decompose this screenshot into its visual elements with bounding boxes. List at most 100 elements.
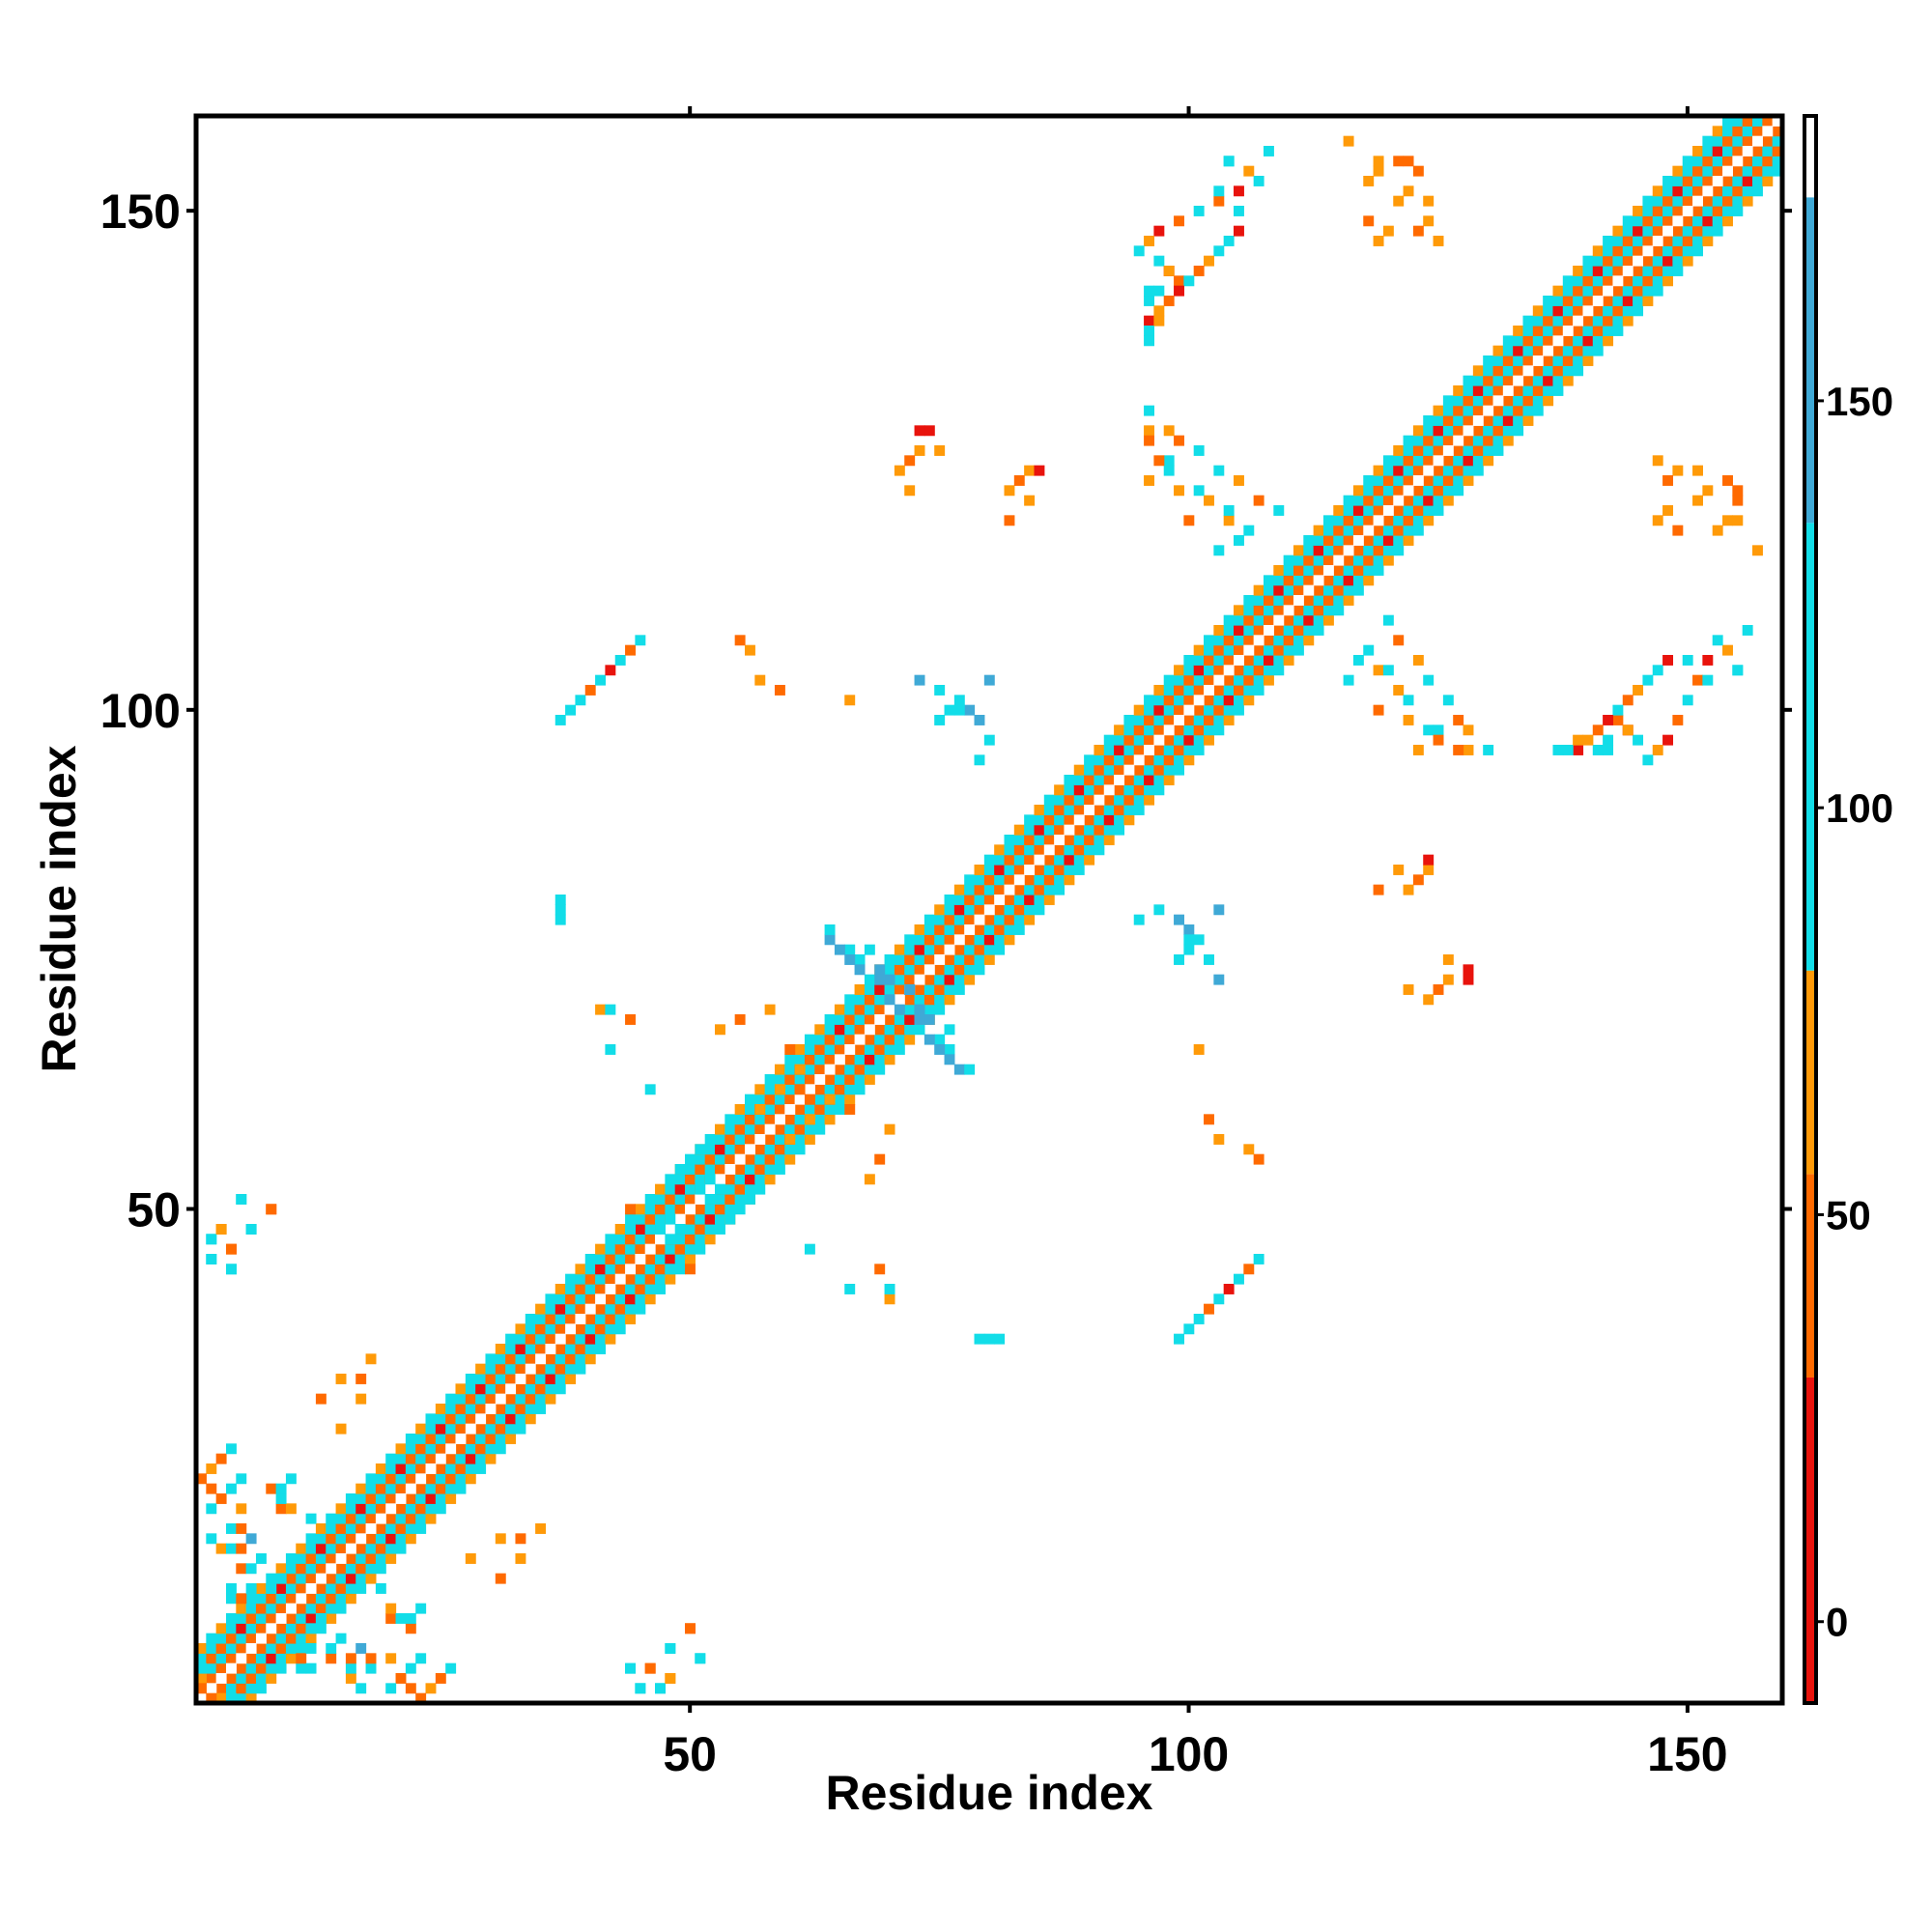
heatmap-cell bbox=[1573, 745, 1584, 755]
colorbar-segment bbox=[1804, 116, 1816, 198]
heatmap-cell bbox=[266, 1603, 277, 1614]
heatmap-cell bbox=[655, 1213, 666, 1225]
heatmap-cell bbox=[1412, 225, 1424, 237]
heatmap-cell bbox=[1592, 724, 1604, 736]
heatmap-cell bbox=[1004, 865, 1015, 875]
heatmap-cell bbox=[1562, 365, 1574, 377]
heatmap-cell bbox=[465, 1443, 476, 1455]
heatmap-cell bbox=[1622, 275, 1634, 287]
heatmap-cell bbox=[1144, 296, 1154, 306]
heatmap-cell bbox=[206, 1683, 217, 1694]
heatmap-cell bbox=[844, 1024, 856, 1036]
heatmap-cell bbox=[1672, 236, 1684, 246]
heatmap-cell bbox=[1543, 296, 1554, 306]
heatmap-cell bbox=[1622, 724, 1634, 736]
x-axis-title: Residue index bbox=[826, 1766, 1153, 1820]
heatmap-cell bbox=[754, 1094, 766, 1105]
heatmap-cell bbox=[1153, 734, 1165, 746]
heatmap-cell bbox=[814, 1044, 826, 1055]
heatmap-cell bbox=[196, 1473, 207, 1485]
heatmap-cell bbox=[554, 1374, 566, 1384]
heatmap-cell bbox=[545, 1344, 556, 1354]
heatmap-cell bbox=[495, 1434, 506, 1444]
heatmap-cell bbox=[1293, 545, 1304, 556]
heatmap-cell bbox=[206, 1254, 217, 1264]
heatmap-cell bbox=[1343, 545, 1354, 556]
heatmap-cell bbox=[1393, 455, 1405, 467]
heatmap-cell bbox=[884, 1004, 895, 1015]
heatmap-cell bbox=[535, 1374, 547, 1384]
heatmap-cell bbox=[744, 1094, 755, 1105]
heatmap-cell bbox=[584, 1353, 596, 1365]
heatmap-cell bbox=[1472, 425, 1484, 437]
heatmap-cell bbox=[1054, 814, 1065, 826]
heatmap-cell bbox=[1412, 495, 1424, 506]
heatmap-cell bbox=[685, 1164, 696, 1175]
heatmap-cell bbox=[315, 1613, 327, 1624]
heatmap-cell bbox=[1153, 685, 1165, 696]
heatmap-cell bbox=[804, 1114, 815, 1125]
heatmap-cell bbox=[565, 1284, 577, 1294]
heatmap-cell bbox=[695, 1224, 706, 1235]
heatmap-cell bbox=[1552, 326, 1564, 336]
heatmap-cell bbox=[665, 1213, 676, 1225]
heatmap-cell bbox=[1213, 704, 1225, 716]
heatmap-cell bbox=[365, 1473, 377, 1485]
heatmap-cell bbox=[1652, 275, 1663, 287]
heatmap-cell bbox=[1174, 954, 1184, 965]
heatmap-cell bbox=[415, 1653, 427, 1664]
heatmap-cell bbox=[614, 1254, 626, 1264]
heatmap-cell bbox=[1213, 904, 1225, 916]
heatmap-cell bbox=[1352, 565, 1364, 576]
heatmap-cell bbox=[1732, 156, 1744, 167]
heatmap-cell bbox=[1762, 165, 1774, 177]
heatmap-cell bbox=[545, 1363, 556, 1375]
heatmap-cell bbox=[1253, 605, 1264, 616]
heatmap-cell bbox=[1273, 644, 1285, 656]
heatmap-cell bbox=[1502, 375, 1514, 386]
heatmap-cell bbox=[605, 1044, 616, 1055]
heatmap-cell bbox=[405, 1463, 416, 1474]
heatmap-cell bbox=[1174, 435, 1184, 446]
heatmap-cell bbox=[814, 1024, 826, 1036]
heatmap-cell bbox=[1642, 236, 1654, 246]
heatmap-cell bbox=[665, 1264, 676, 1275]
heatmap-cell bbox=[1403, 156, 1414, 167]
heatmap-cell bbox=[1163, 695, 1175, 706]
heatmap-cell bbox=[395, 1453, 407, 1464]
heatmap-cell bbox=[754, 1144, 766, 1155]
heatmap-cell bbox=[525, 1314, 536, 1324]
heatmap-cell bbox=[1024, 884, 1036, 895]
heatmap-cell bbox=[1423, 455, 1435, 467]
heatmap-cell bbox=[236, 1633, 247, 1644]
heatmap-cell bbox=[1133, 775, 1145, 785]
heatmap-cell bbox=[315, 1603, 327, 1614]
heatmap-cell bbox=[1193, 715, 1205, 725]
heatmap-cell bbox=[1672, 525, 1684, 536]
heatmap-cell bbox=[1633, 236, 1644, 246]
heatmap-cell bbox=[385, 1613, 397, 1624]
heatmap-cell bbox=[794, 1064, 806, 1075]
heatmap-cell bbox=[1193, 674, 1205, 686]
heatmap-cell bbox=[794, 1104, 806, 1115]
heatmap-cell bbox=[1702, 165, 1714, 177]
heatmap-cell bbox=[475, 1453, 487, 1464]
heatmap-cell bbox=[1253, 655, 1264, 666]
heatmap-cell bbox=[695, 1234, 706, 1245]
heatmap-cell bbox=[1213, 974, 1225, 985]
heatmap-cell bbox=[724, 1194, 736, 1205]
heatmap-cell bbox=[365, 1573, 377, 1584]
heatmap-cell bbox=[575, 1363, 586, 1375]
heatmap-cell bbox=[1423, 495, 1435, 506]
heatmap-cell bbox=[844, 1054, 856, 1065]
heatmap-cell bbox=[1114, 724, 1125, 736]
heatmap-cell bbox=[1722, 176, 1733, 186]
heatmap-cell bbox=[1183, 674, 1195, 686]
heatmap-cell bbox=[635, 1243, 646, 1255]
heatmap-cell bbox=[326, 1523, 337, 1534]
heatmap-cell bbox=[1712, 176, 1723, 186]
heatmap-cell bbox=[644, 1224, 656, 1235]
heatmap-cell bbox=[685, 1254, 696, 1264]
heatmap-cell bbox=[1423, 415, 1435, 426]
heatmap-cell bbox=[1114, 784, 1125, 796]
